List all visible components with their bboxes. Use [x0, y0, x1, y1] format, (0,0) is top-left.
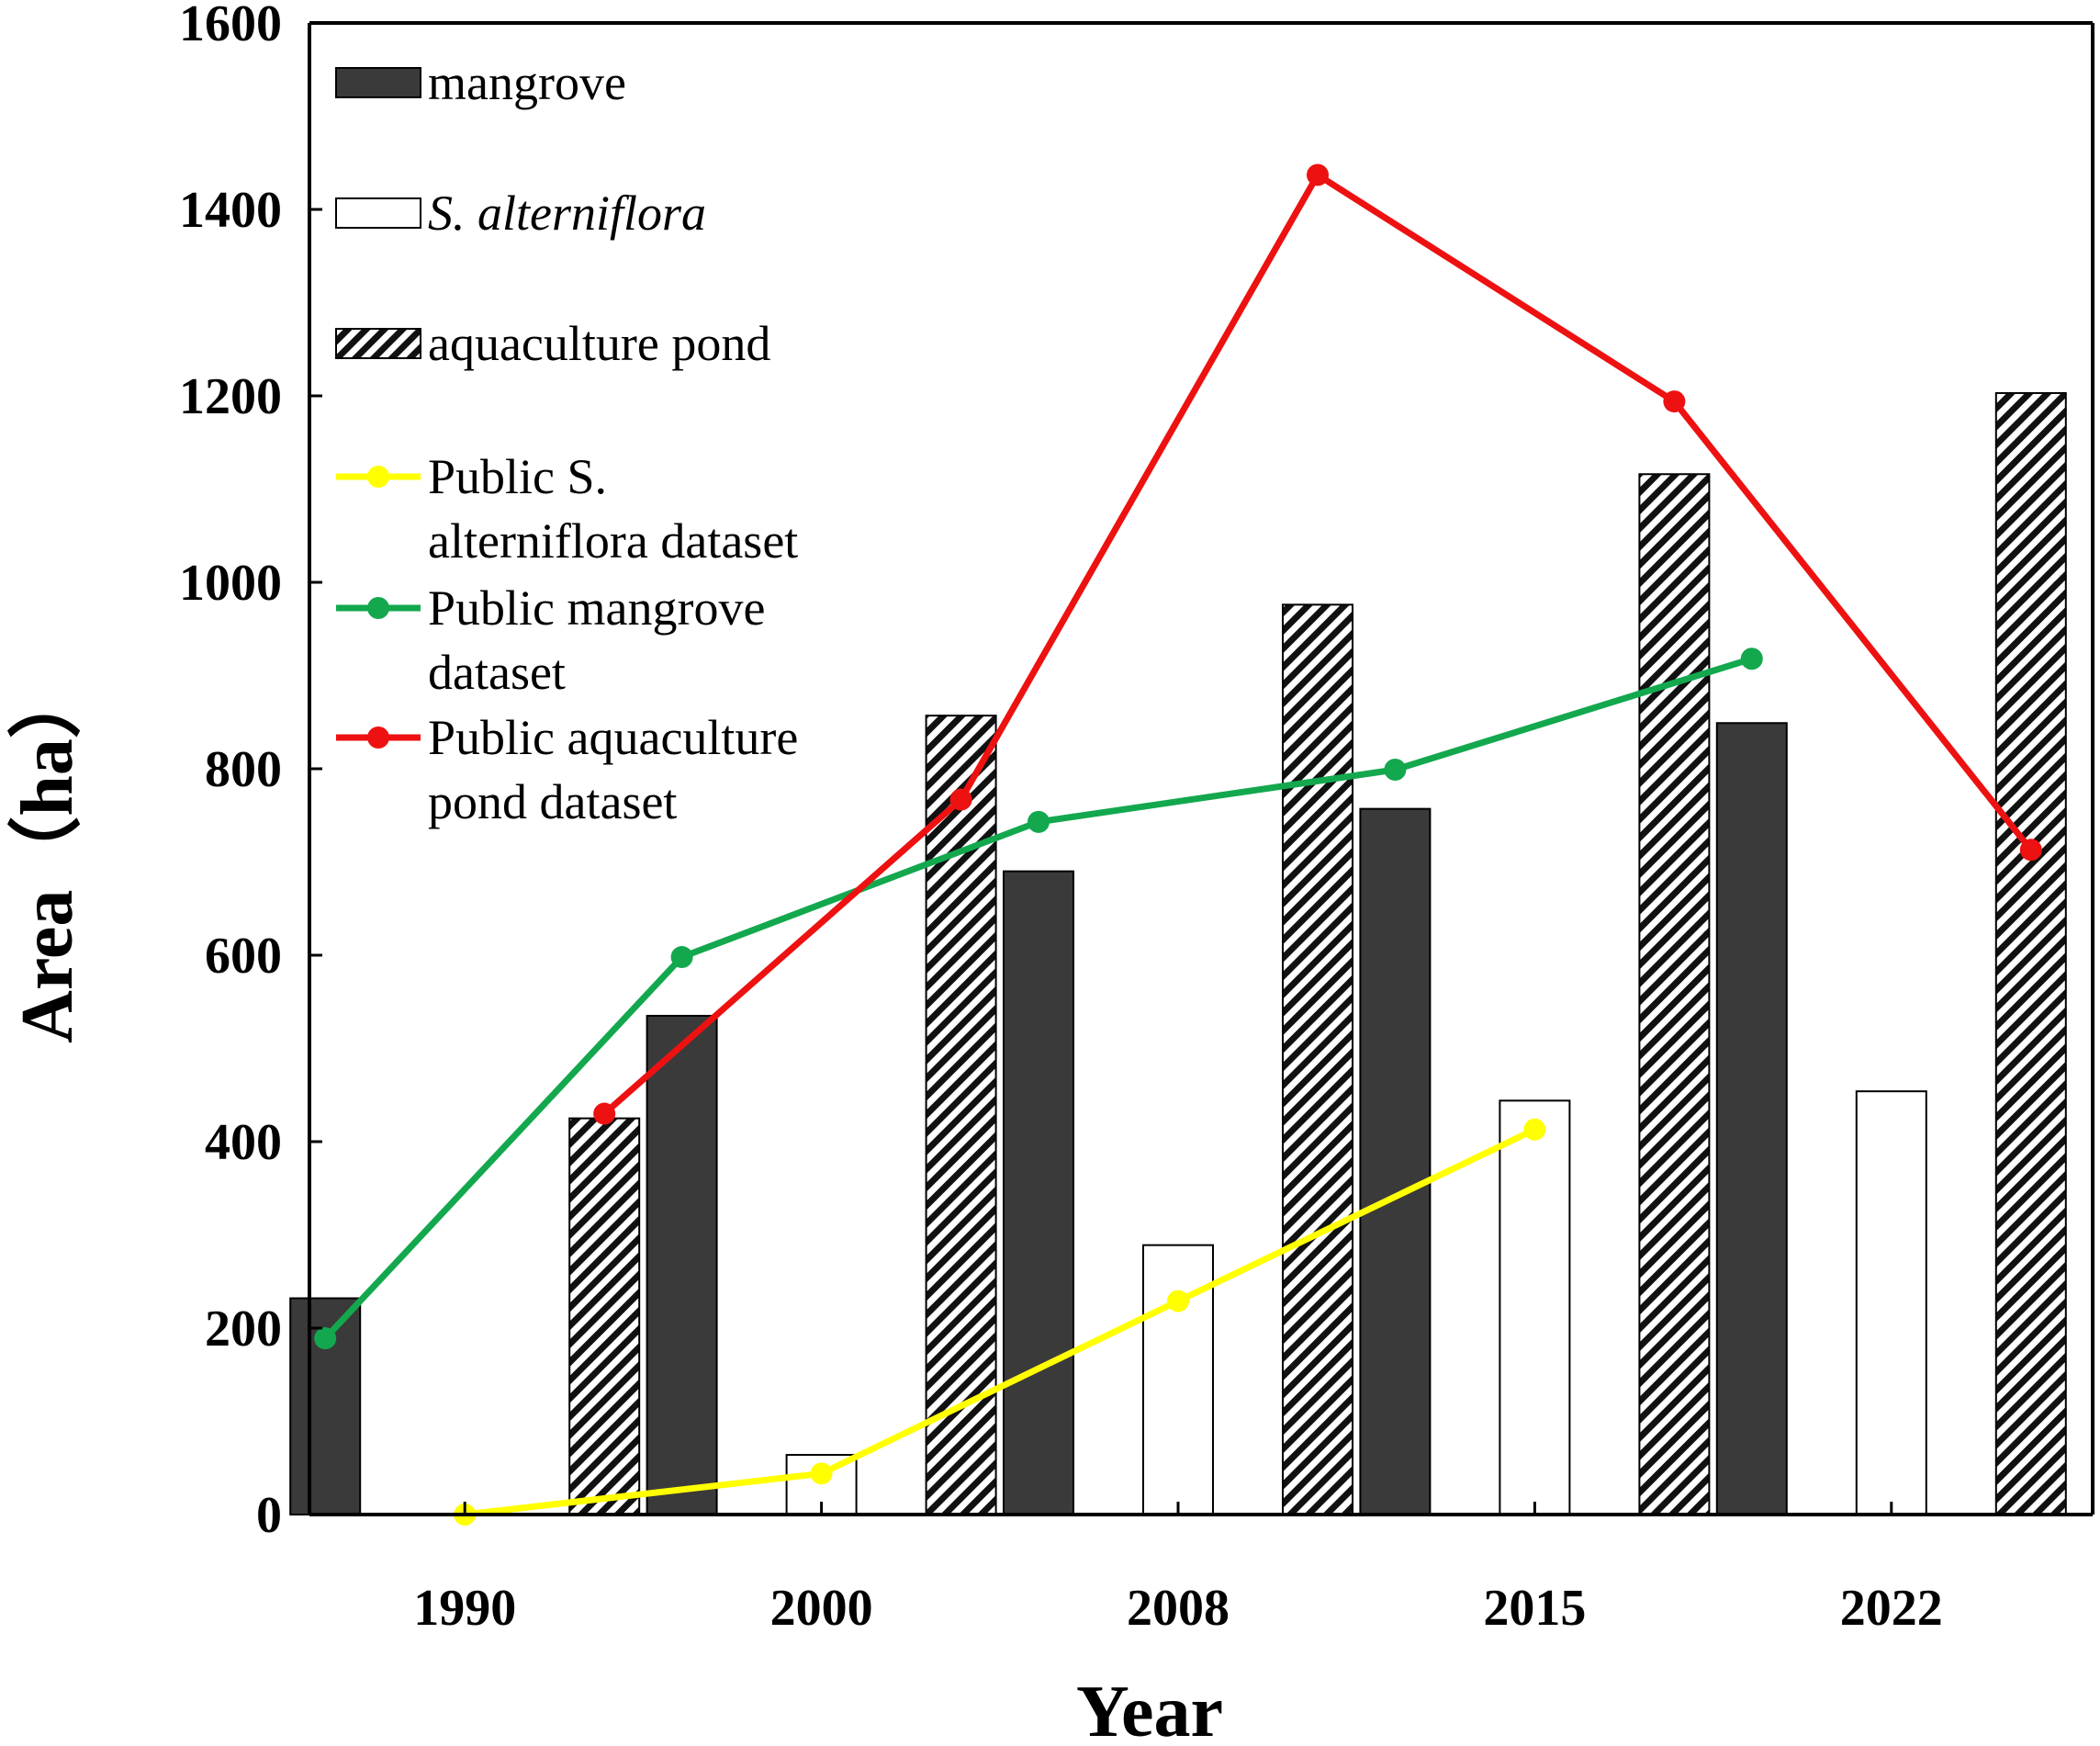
y-axis-title: Area（ha）: [7, 665, 88, 1043]
bar-mangrove-2000: [646, 1014, 718, 1515]
legend-label-public-aquaculture-pond-dataset: pond dataset: [428, 774, 677, 829]
bar-s-alterniflora-2008: [1142, 1244, 1214, 1516]
lines-layer: [314, 163, 2042, 1526]
legend-label-public-s-alterniflora-dataset: alterniflora dataset: [428, 513, 798, 569]
legend-marker-public-s-alterniflora-dataset: [367, 466, 389, 488]
bar-mangrove-2022: [1715, 722, 1788, 1515]
point-public-aquaculture-pond-dataset-2000: [949, 788, 972, 811]
legend-label-aquaculture-pond: aquaculture pond: [428, 316, 770, 371]
legend-marker-public-mangrove-dataset: [367, 597, 389, 619]
bar-aquaculture-pond-2015: [1638, 473, 1711, 1515]
legend-swatch-mangrove: [335, 67, 421, 98]
bar-s-alterniflora-2022: [1855, 1090, 1927, 1515]
legend-label-mangrove: mangrove: [428, 55, 626, 110]
x-axis-title: Year: [1076, 1672, 1223, 1746]
point-public-s-alterniflora-dataset-2008: [1167, 1290, 1189, 1312]
point-public-mangrove-dataset-1990: [314, 1327, 337, 1350]
axes-layer: 0 200 400 600 800 1000 1200 1400 1600 1990 2000 200…: [179, 0, 2094, 1637]
point-public-s-alterniflora-dataset-2000: [810, 1462, 833, 1485]
point-public-aquaculture-pond-dataset-2022: [2019, 839, 2042, 862]
x-tick-label: 2000: [770, 1580, 873, 1637]
point-public-mangrove-dataset-2008: [1028, 810, 1050, 833]
y-tick-label: 0: [256, 1487, 282, 1544]
point-public-mangrove-dataset-2022: [1740, 648, 1763, 670]
y-tick-label: 1200: [179, 368, 282, 425]
legend-label-public-mangrove-dataset: dataset: [428, 645, 566, 700]
y-tick-label: 200: [205, 1301, 282, 1357]
legend: mangrove S. alterniflora aquaculture pond P…: [335, 55, 798, 829]
y-tick-label: 1400: [179, 182, 282, 239]
point-public-mangrove-dataset-2015: [1384, 759, 1407, 782]
point-public-s-alterniflora-dataset-2015: [1523, 1118, 1546, 1141]
y-tick-label: 400: [205, 1114, 282, 1171]
point-public-aquaculture-pond-dataset-1990: [593, 1102, 616, 1125]
legend-label-public-aquaculture-pond-dataset: Public aquaculture: [428, 710, 798, 765]
bar-s-alterniflora-2015: [1499, 1099, 1571, 1515]
bars-layer: [289, 391, 2067, 1516]
point-public-aquaculture-pond-dataset-2008: [1307, 163, 1329, 186]
bar-mangrove-2008: [1003, 870, 1074, 1515]
legend-label-s-alterniflora: S. alterniflora: [428, 186, 706, 241]
legend-marker-public-aquaculture-pond-dataset: [367, 727, 389, 749]
legend-swatch-s-alterniflora: [335, 197, 421, 229]
bar-aquaculture-pond-1990: [568, 1117, 641, 1515]
x-tick-label: 2022: [1840, 1580, 1943, 1637]
point-public-aquaculture-pond-dataset-2015: [1663, 390, 1686, 413]
y-tick-label: 600: [205, 928, 282, 985]
y-tick-label: 1600: [179, 0, 282, 52]
y-tick-label: 800: [205, 741, 282, 798]
point-public-mangrove-dataset-2000: [670, 946, 693, 969]
legend-label-public-s-alterniflora-dataset: Public S.: [428, 449, 607, 504]
bar-mangrove-2015: [1359, 807, 1432, 1515]
bar-aquaculture-pond-2008: [1282, 603, 1353, 1515]
legend-label-public-mangrove-dataset: Public mangrove: [428, 580, 765, 636]
y-tick-label: 1000: [179, 555, 282, 612]
legend-swatch-aquaculture-pond: [335, 328, 421, 359]
x-tick-label: 1990: [413, 1580, 516, 1637]
x-tick-label: 2008: [1127, 1580, 1230, 1637]
bar-aquaculture-pond-2022: [1994, 391, 2067, 1516]
line-public-s-alterniflora-dataset: [464, 1126, 1536, 1518]
x-tick-label: 2015: [1483, 1580, 1586, 1637]
